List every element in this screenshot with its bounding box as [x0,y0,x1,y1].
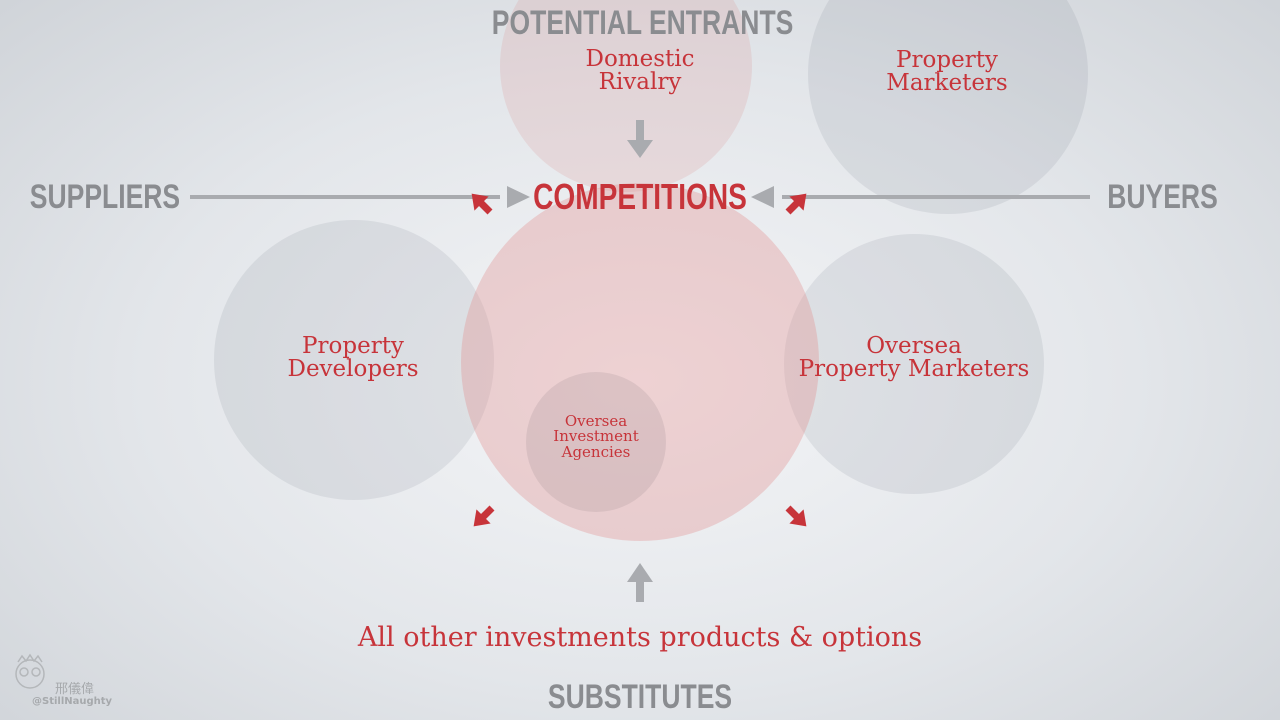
rivalry-arrowhead [627,140,653,158]
buyers-arrowhead [751,186,774,208]
red-arrow-lower-left [473,505,495,527]
suppliers-arrowhead [507,186,530,208]
rivalry-arrow-shaft [636,120,644,142]
red-arrow-upper-left [471,193,493,215]
substitutes-arrow-shaft [636,580,644,602]
watermark-name: 邢儀偉 [55,682,95,697]
domestic-rivalry-label: Domestic Rivalry [585,46,695,96]
domestic-rivalry-line2: Rivalry [598,69,682,96]
property-marketers-label: Property Marketers [886,47,1008,97]
oversea-investment-agencies-circle [526,372,666,512]
oversea-investment-agencies-line1: Oversea [564,412,628,430]
property-marketers-line2: Marketers [886,70,1008,97]
substitutes-heading: SUBSTITUTES [547,678,733,716]
oversea-property-marketers-circle [784,234,1044,494]
oversea-property-marketers-label: Oversea Property Marketers [798,333,1030,383]
property-marketers-line1: Property [896,47,998,73]
substitutes-arrowhead [627,563,653,582]
potential-entrants-heading: POTENTIAL ENTRANTS [491,4,794,42]
oversea-investment-agencies-label: Oversea Investment Agencies [553,412,639,461]
property-marketers-circle [808,0,1088,214]
substitutes-description: All other investments products & options [357,622,923,653]
oversea-investment-agencies-line3: Agencies [561,442,631,461]
suppliers-heading: SUPPLIERS [29,178,181,216]
red-arrow-lower-right [785,505,807,527]
property-developers-circle [214,220,494,500]
watermark-handle: @StillNaughty [32,696,113,707]
buyers-heading: BUYERS [1107,178,1218,216]
competitions-title: COMPETITIONS [533,176,747,217]
property-developers-line2: Developers [287,356,419,383]
avatar-logo-icon [15,653,45,689]
property-developers-label: Property Developers [287,333,419,383]
property-developers-line1: Property [302,333,404,359]
oversea-property-marketers-line2: Property Marketers [798,356,1030,383]
red-arrow-upper-right [785,193,807,215]
domestic-rivalry-line1: Domestic [585,46,695,72]
oversea-property-marketers-line1: Oversea [866,333,962,359]
oversea-investment-agencies-line2: Investment [553,427,639,446]
competitions-circle [461,183,819,541]
